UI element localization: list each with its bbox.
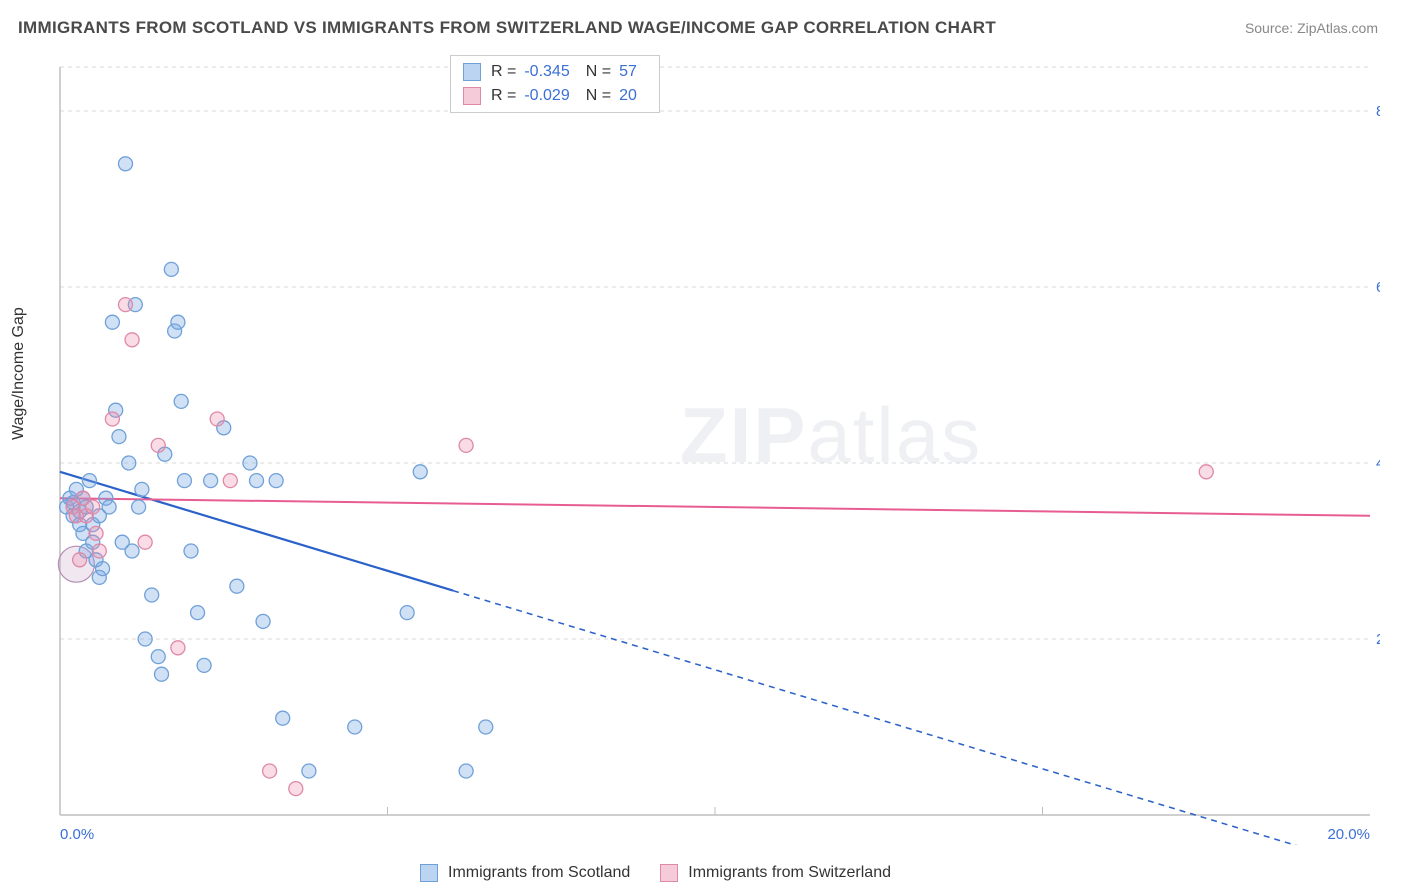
y-axis-label: Wage/Income Gap (10, 307, 28, 440)
stats-row: R = -0.029 N = 20 (463, 84, 647, 108)
stats-box: R = -0.345 N = 57 R = -0.029 N = 20 (450, 55, 660, 113)
legend-label: Immigrants from Switzerland (688, 864, 891, 882)
svg-text:60.0%: 60.0% (1376, 279, 1380, 296)
svg-text:0.0%: 0.0% (60, 826, 94, 843)
stats-swatch-scotland (463, 63, 481, 81)
legend-swatch-switzerland (660, 864, 678, 882)
source-label: Source: ZipAtlas.com (1245, 20, 1378, 36)
legend-label: Immigrants from Scotland (448, 864, 630, 882)
stats-row: R = -0.345 N = 57 (463, 60, 647, 84)
legend-item: Immigrants from Switzerland (660, 864, 891, 882)
svg-text:20.0%: 20.0% (1327, 826, 1370, 843)
chart-title: IMMIGRANTS FROM SCOTLAND VS IMMIGRANTS F… (18, 18, 996, 38)
scatter-chart: 20.0% 40.0% 60.0% 80.0% 0.0% 20.0% (50, 55, 1380, 845)
stat-n-label: N = (586, 84, 611, 108)
legend: Immigrants from Scotland Immigrants from… (420, 864, 891, 882)
stat-r-label: R = (491, 84, 516, 108)
svg-text:40.0%: 40.0% (1376, 455, 1380, 472)
legend-item: Immigrants from Scotland (420, 864, 630, 882)
stat-r-label: R = (491, 60, 516, 84)
legend-swatch-scotland (420, 864, 438, 882)
stats-swatch-switzerland (463, 87, 481, 105)
svg-text:80.0%: 80.0% (1376, 103, 1380, 120)
stat-n-label: N = (586, 60, 611, 84)
stat-n-value: 20 (619, 84, 637, 108)
stat-r-value: -0.029 (524, 84, 569, 108)
stat-r-value: -0.345 (524, 60, 569, 84)
chart-area: 20.0% 40.0% 60.0% 80.0% 0.0% 20.0% (50, 55, 1380, 845)
stat-n-value: 57 (619, 60, 637, 84)
svg-text:20.0%: 20.0% (1376, 631, 1380, 648)
